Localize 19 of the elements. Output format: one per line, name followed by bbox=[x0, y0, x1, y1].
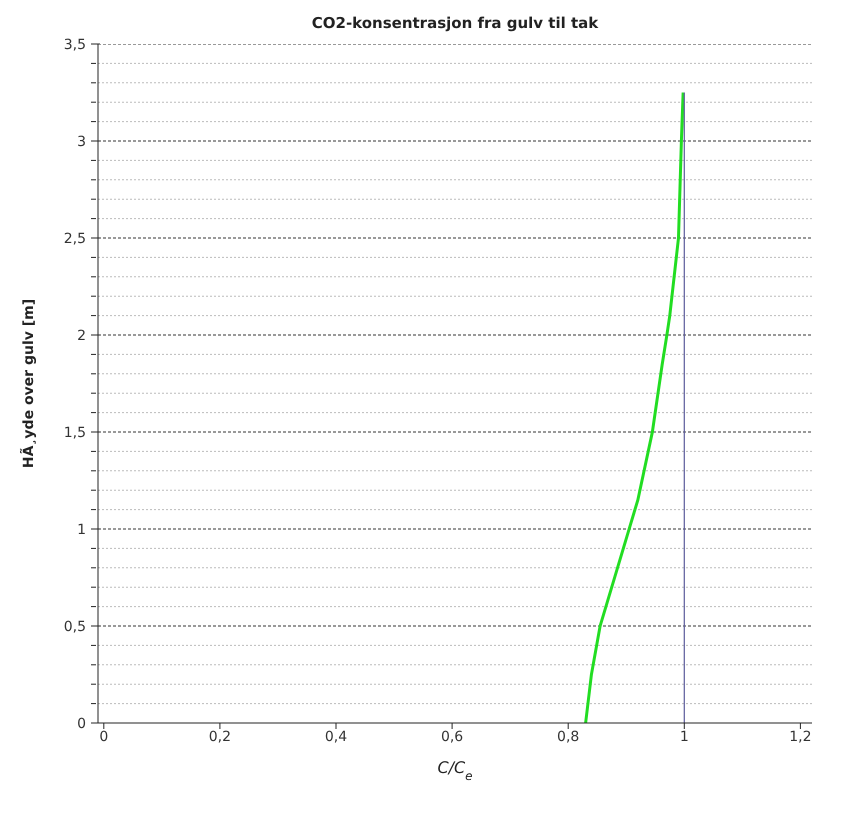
x-tick-label: 0,6 bbox=[440, 728, 464, 745]
y-tick-label: 3,5 bbox=[64, 36, 86, 53]
chart-title: CO2-konsentrasjon fra gulv til tak bbox=[312, 14, 600, 32]
x-tick-label: 1 bbox=[680, 728, 689, 745]
x-axis-title: C/C$_{e}$ bbox=[437, 758, 473, 783]
x-tick-label: 0,4 bbox=[324, 728, 348, 745]
y-tick-label: 2,5 bbox=[64, 230, 86, 247]
y-tick-label: 0,5 bbox=[64, 618, 86, 635]
y-axis-title: HÃ¸yde over gulv [m] bbox=[18, 298, 37, 468]
y-tick-label: 1,5 bbox=[64, 424, 86, 441]
y-tick-label: 3 bbox=[77, 134, 86, 150]
x-tick-label: 1,2 bbox=[789, 728, 812, 745]
y-tick-label: 0 bbox=[77, 716, 86, 732]
x-tick-label: 0,2 bbox=[208, 728, 232, 745]
y-tick-label: 2 bbox=[77, 328, 86, 344]
line-series bbox=[584, 91, 685, 723]
y-tick-label: 1 bbox=[77, 522, 86, 538]
x-tick-label: 0,8 bbox=[557, 728, 580, 745]
x-tick-label: 0 bbox=[99, 728, 108, 745]
